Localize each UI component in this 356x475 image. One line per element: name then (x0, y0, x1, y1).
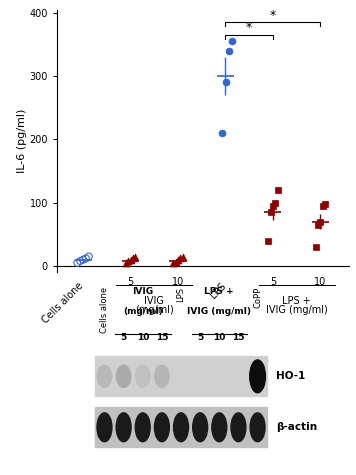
Text: Cells alone: Cells alone (100, 287, 109, 333)
Text: 5: 5 (197, 332, 203, 342)
Point (315, 221, 321, 228)
Ellipse shape (250, 360, 266, 393)
Point (320, 202, 326, 209)
Text: 15: 15 (232, 332, 245, 342)
Point (130, 255, 136, 262)
Point (313, 243, 319, 251)
Text: *: * (246, 21, 252, 34)
Text: LPS: LPS (208, 281, 228, 300)
Bar (95, 407, 267, 447)
Text: 10: 10 (172, 277, 184, 287)
Ellipse shape (193, 413, 208, 442)
Point (178, 255, 183, 262)
Ellipse shape (97, 365, 112, 387)
Point (318, 218, 323, 226)
Text: (mg/ml): (mg/ml) (135, 305, 174, 315)
Ellipse shape (250, 413, 265, 442)
Point (270, 202, 276, 209)
Point (123, 259, 129, 266)
Text: 10: 10 (137, 332, 149, 342)
Point (132, 253, 138, 261)
Ellipse shape (174, 413, 188, 442)
Point (219, 129, 225, 137)
Y-axis label: IL-6 (pg/ml): IL-6 (pg/ml) (17, 109, 27, 173)
Point (83, 255, 89, 262)
Text: β-actin: β-actin (276, 422, 317, 432)
Ellipse shape (155, 365, 169, 387)
Ellipse shape (116, 413, 131, 442)
Ellipse shape (212, 413, 227, 442)
Point (175, 256, 181, 264)
Text: HO-1: HO-1 (276, 371, 305, 381)
Point (322, 200, 328, 208)
Text: CoPP: CoPP (253, 287, 262, 308)
Point (128, 256, 134, 264)
Text: 15: 15 (156, 332, 168, 342)
Point (125, 257, 131, 265)
Bar (95, 356, 267, 396)
Ellipse shape (231, 413, 246, 442)
Text: 5: 5 (120, 332, 127, 342)
Point (272, 199, 278, 207)
Text: 10: 10 (314, 277, 326, 287)
Text: *: * (270, 9, 276, 21)
Point (77, 257, 83, 265)
Ellipse shape (155, 413, 169, 442)
Text: LPS +: LPS + (204, 287, 234, 296)
Ellipse shape (97, 413, 112, 442)
Point (268, 209, 273, 216)
Ellipse shape (116, 365, 131, 387)
Text: (mg/ml): (mg/ml) (123, 307, 163, 316)
Point (224, 78, 229, 86)
Text: LPS: LPS (177, 287, 185, 302)
Text: 5: 5 (270, 277, 276, 287)
Text: IVIG (mg/ml): IVIG (mg/ml) (266, 305, 328, 315)
Text: 5: 5 (127, 277, 134, 287)
Point (229, 38, 235, 45)
Text: IVIG: IVIG (144, 296, 164, 306)
Point (86, 253, 91, 260)
Point (74, 259, 80, 266)
Point (171, 259, 176, 266)
Point (275, 186, 281, 194)
Point (180, 253, 185, 261)
Point (265, 237, 271, 245)
Ellipse shape (135, 413, 150, 442)
Text: IVIG: IVIG (132, 287, 153, 296)
Text: Cells alone: Cells alone (41, 281, 85, 325)
Text: LPS +: LPS + (282, 296, 311, 306)
Text: 10: 10 (213, 332, 225, 342)
Point (80, 256, 86, 264)
Point (173, 258, 178, 266)
Text: IVIG (mg/ml): IVIG (mg/ml) (187, 307, 251, 316)
Ellipse shape (136, 365, 150, 387)
Point (226, 47, 232, 55)
